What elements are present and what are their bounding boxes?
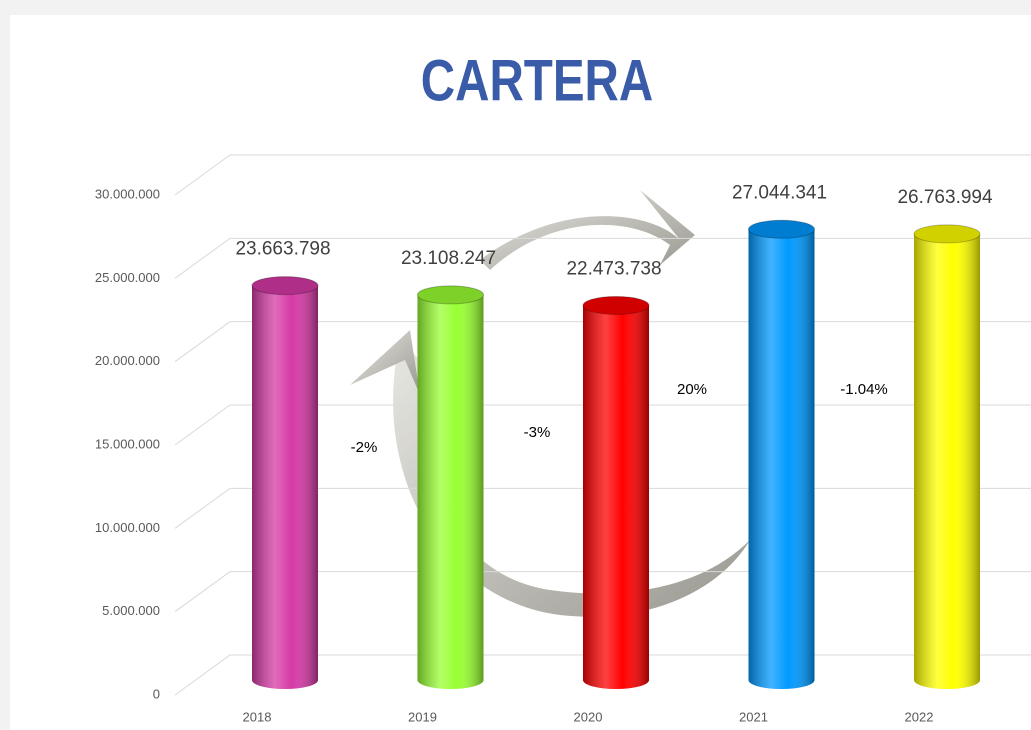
value-label: 27.044.341 <box>732 182 827 203</box>
y-tick-label: 15.000.000 <box>95 436 160 451</box>
x-tick-label: 2020 <box>574 709 603 724</box>
y-tick-label: 30.000.000 <box>95 186 160 201</box>
value-label: 23.663.798 <box>235 239 330 260</box>
bar-shading <box>748 229 815 689</box>
chart-title: CARTERA <box>421 49 653 114</box>
bar-shading <box>417 294 484 689</box>
bar-top-shade <box>417 285 484 304</box>
bar-shading <box>583 305 649 689</box>
annotation: -1.04% <box>840 381 888 398</box>
value-label: 26.763.994 <box>897 187 993 208</box>
bar-top-shade <box>748 220 815 239</box>
bar-top <box>582 295 650 315</box>
bar-top <box>417 285 484 305</box>
grid-line <box>174 154 1031 196</box>
y-tick-label: 0 <box>153 686 160 701</box>
x-tick-label: 2018 <box>243 709 272 724</box>
bar-top <box>913 224 981 244</box>
y-tick-label: 10.000.000 <box>95 520 160 535</box>
x-tick-label: 2022 <box>905 709 934 724</box>
annotation: 20% <box>677 381 707 398</box>
bar-top-shade <box>914 224 980 243</box>
x-tick-label: 2019 <box>408 709 437 724</box>
bar-top <box>748 219 815 239</box>
x-tick-label: 2021 <box>739 709 768 724</box>
y-tick-label: 20.000.000 <box>95 353 160 368</box>
bar-top-shade <box>583 296 649 315</box>
y-tick-label: 25.000.000 <box>95 270 160 285</box>
value-label: 22.473.738 <box>566 258 661 279</box>
annotation: -2% <box>351 439 378 456</box>
card <box>10 15 1031 730</box>
value-label: 23.108.247 <box>401 248 496 269</box>
bar-shading <box>252 285 318 689</box>
y-tick-label: 5.000.000 <box>102 603 160 618</box>
bar-shading <box>914 233 980 690</box>
bar-top-shade <box>252 276 318 295</box>
cycle-arrow <box>350 190 750 617</box>
annotation: -3% <box>524 424 551 441</box>
bar-top <box>251 276 319 296</box>
